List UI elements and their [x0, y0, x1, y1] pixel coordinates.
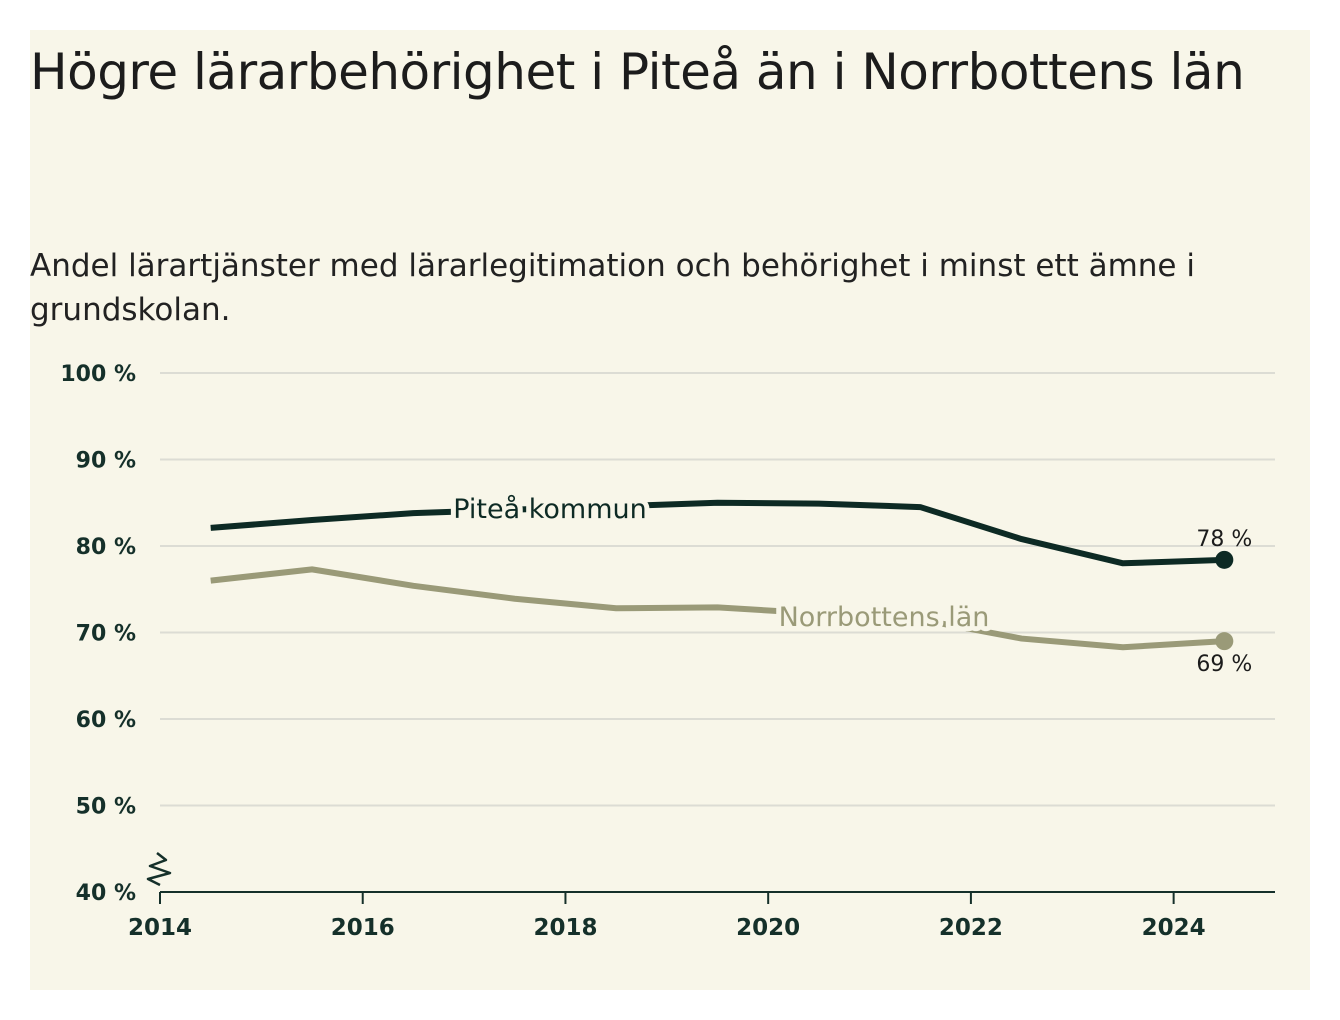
y-tick-label: 40 % [76, 881, 136, 906]
end-value-label-norrbotten: 69 % [1196, 652, 1252, 677]
series-label-halo-norrbotten: Norrbottens län [779, 602, 990, 633]
y-tick-label: 60 % [76, 708, 136, 733]
series-label-halo-pitea: Piteå kommun [453, 494, 647, 525]
end-point-pitea [1215, 550, 1234, 569]
x-tick-label: 2016 [331, 915, 395, 941]
y-tick-label: 50 % [76, 795, 136, 820]
series-line-pitea [210, 499, 1225, 567]
y-tick-label: 70 % [76, 622, 136, 647]
chart-title: Högre lärarbehörighet i Piteå än i Norrb… [30, 43, 1245, 101]
y-tick-label: 100 % [60, 362, 136, 387]
end-value-label-pitea: 78 % [1196, 527, 1252, 552]
x-tick-label: 2024 [1142, 915, 1206, 941]
x-tick-label: 2018 [533, 915, 597, 941]
series-label-norrbotten: Norrbottens län [779, 602, 990, 633]
x-tick-label: 2022 [939, 915, 1003, 941]
x-tick-label: 2014 [128, 915, 192, 941]
y-tick-label: 90 % [76, 449, 136, 474]
chart-subtitle: Andel lärartjänster med lärarlegitimatio… [30, 248, 1195, 328]
series-line-norrbotten [210, 566, 1225, 651]
end-point-norrbotten [1215, 632, 1234, 651]
y-tick-label: 80 % [76, 535, 136, 560]
series-label-pitea: Piteå kommun [453, 494, 647, 525]
chart-card [30, 30, 1310, 990]
x-tick-label: 2020 [736, 915, 800, 941]
axis-break-icon [146, 852, 172, 887]
